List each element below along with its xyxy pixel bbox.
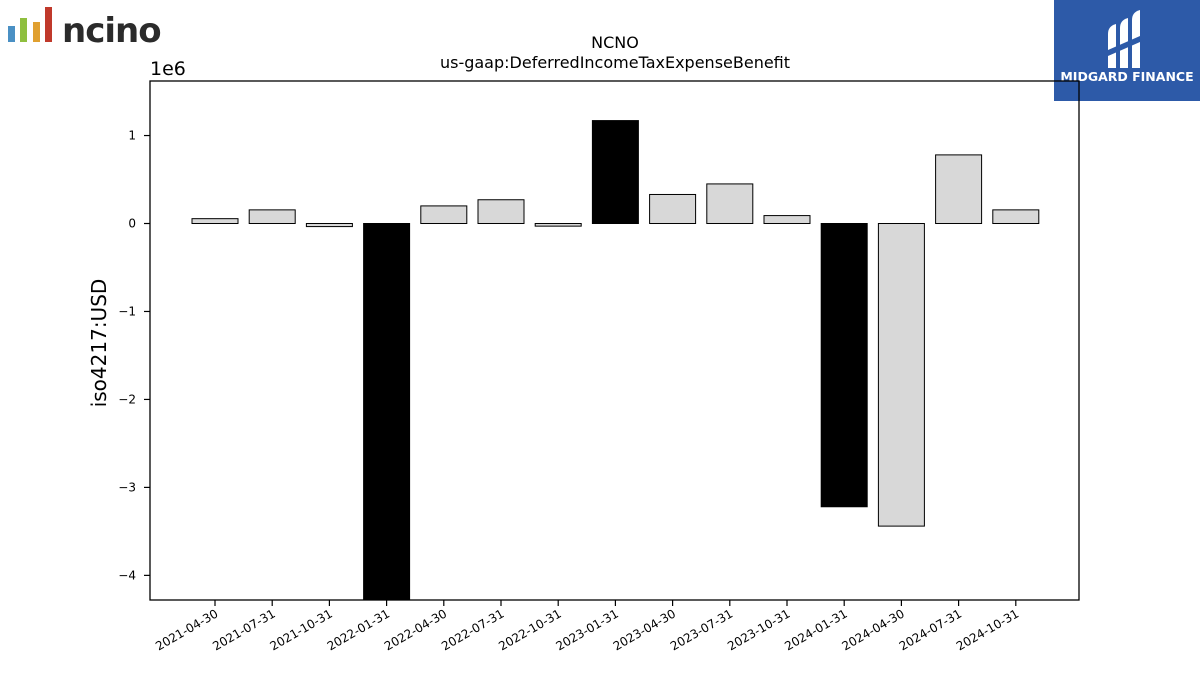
x-tick-label: 2023-04-30 xyxy=(611,606,678,653)
midgard-brand-text: MIDGARD FINANCE xyxy=(1060,69,1194,84)
bar-2024-07-31 xyxy=(935,154,983,225)
bar-2024-01-31 xyxy=(820,223,868,508)
bars-group xyxy=(191,120,1040,601)
bar-2023-01-31 xyxy=(591,120,639,225)
plot-frame xyxy=(149,80,1080,601)
y-tick-label: 1 xyxy=(128,129,136,143)
x-tick-label: 2024-04-30 xyxy=(839,606,906,653)
logo-bar-3 xyxy=(33,22,40,42)
bar-2023-10-31 xyxy=(763,215,811,225)
chart-title: NCNO xyxy=(591,33,639,52)
y-tick-label: −1 xyxy=(118,304,136,318)
x-tick-label: 2023-01-31 xyxy=(553,606,620,653)
bar-2023-07-31 xyxy=(706,183,754,225)
bar-2021-10-31 xyxy=(305,223,353,228)
x-tick-label: 2021-04-30 xyxy=(153,606,220,653)
bar-2022-04-30 xyxy=(420,205,468,225)
logo-bar-1 xyxy=(8,26,15,42)
bar-2022-10-31 xyxy=(534,223,582,227)
midgard-finance-logo: MIDGARD FINANCE xyxy=(1054,0,1200,101)
bar-2022-01-31 xyxy=(363,223,411,601)
x-tick-label: 2021-10-31 xyxy=(267,606,334,653)
y-tick-label: −4 xyxy=(118,568,136,582)
ncino-brand-text: ncino xyxy=(62,11,161,48)
x-tick-label: 2022-01-31 xyxy=(325,606,392,653)
y-tick-label: 0 xyxy=(128,217,136,231)
x-ticks-group: 2021-04-302021-07-312021-10-312022-01-31… xyxy=(153,600,1021,653)
x-tick-label: 2023-07-31 xyxy=(668,606,735,653)
y-axis-label: iso4217:USD xyxy=(87,279,111,408)
x-tick-label: 2022-04-30 xyxy=(382,606,449,653)
bar-2024-10-31 xyxy=(992,209,1040,225)
x-tick-label: 2024-10-31 xyxy=(954,606,1021,653)
x-tick-label: 2021-07-31 xyxy=(210,606,277,653)
bar-2021-07-31 xyxy=(248,209,296,225)
bar-2022-07-31 xyxy=(477,199,525,225)
midgard-emblem-icon xyxy=(1108,10,1140,68)
bar-2024-04-30 xyxy=(877,223,925,527)
x-tick-label: 2022-07-31 xyxy=(439,606,506,653)
ncino-logo: ncino xyxy=(6,4,166,51)
y-tick-label: −3 xyxy=(118,480,136,494)
y-offset-label: 1e6 xyxy=(150,58,186,80)
x-tick-label: 2024-01-31 xyxy=(782,606,849,653)
bar-2023-04-30 xyxy=(649,193,697,225)
y-ticks-group: 1 0 −1 −2 −3 −4 xyxy=(118,129,150,582)
x-tick-label: 2023-10-31 xyxy=(725,606,792,653)
bar-2021-04-30 xyxy=(191,218,239,225)
logo-bar-4 xyxy=(45,7,52,42)
y-tick-label: −2 xyxy=(118,392,136,406)
x-tick-label: 2024-07-31 xyxy=(897,606,964,653)
chart-subtitle: us-gaap:DeferredIncomeTaxExpenseBenefit xyxy=(440,53,790,72)
logo-bar-2 xyxy=(20,18,27,42)
x-tick-label: 2022-10-31 xyxy=(496,606,563,653)
